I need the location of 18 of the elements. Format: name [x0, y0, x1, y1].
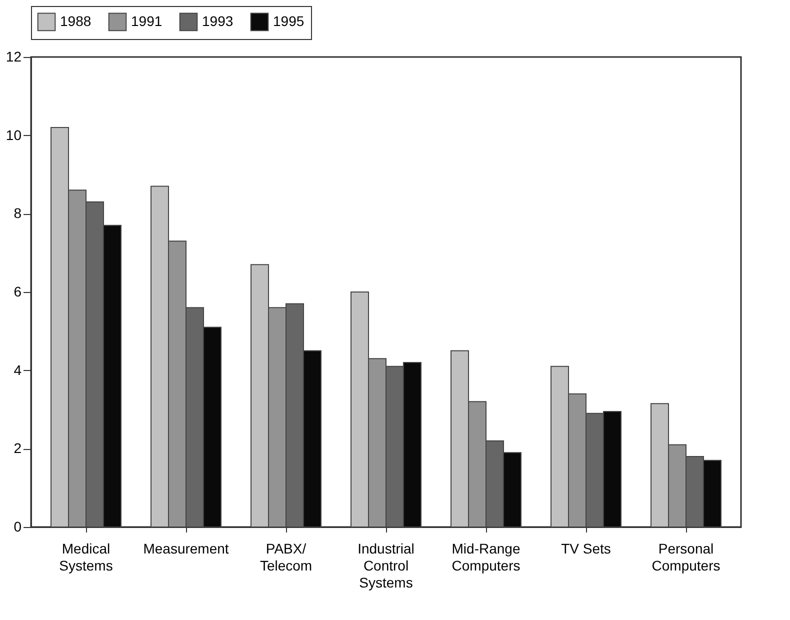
- legend-label: 1995: [273, 12, 304, 29]
- x-tick-label: Personal Computers: [652, 540, 720, 574]
- x-tick-label: Medical Systems: [59, 540, 113, 574]
- x-tick-label: TV Sets: [561, 540, 611, 556]
- x-tick-label: Mid-Range Computers: [452, 540, 520, 574]
- legend-label: 1993: [202, 12, 234, 29]
- y-tick-label: 6: [14, 284, 22, 300]
- y-tick-label: 8: [14, 205, 22, 222]
- legend-label: 1988: [60, 12, 92, 29]
- y-tick-label: 4: [14, 362, 22, 378]
- x-tick-label: Industrial Control Systems: [358, 540, 414, 590]
- y-tick-label: 2: [14, 440, 22, 456]
- x-tick-label: PABX/ Telecom: [260, 540, 312, 574]
- x-tick-label: Measurement: [143, 540, 229, 556]
- y-tick-label: 12: [6, 48, 22, 64]
- y-tick-label: 10: [6, 126, 22, 143]
- legend-label: 1991: [131, 12, 162, 29]
- y-tick-label: 0: [14, 518, 22, 534]
